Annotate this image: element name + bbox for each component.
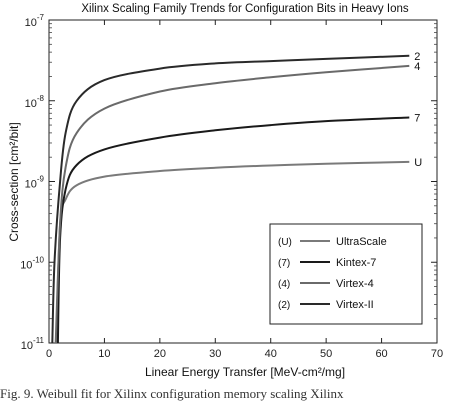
y-tick-label: 10-8	[25, 94, 45, 110]
x-tick-label: 0	[46, 348, 52, 360]
series-end-label: 4	[414, 61, 420, 73]
series-end-label: U	[414, 157, 422, 169]
weibull-chart: Xilinx Scaling Family Trends for Configu…	[7, 3, 443, 379]
legend-code: (2)	[278, 300, 290, 311]
y-tick-exponent: -8	[37, 94, 45, 103]
y-tick-base: 10	[25, 179, 37, 191]
figure-caption: Fig. 9. Weibull fit for Xilinx configura…	[0, 386, 344, 401]
y-tick-exponent: -7	[37, 13, 45, 22]
x-tick-label: 60	[375, 348, 387, 360]
y-tick-exponent: -11	[33, 336, 45, 345]
x-tick-label: 30	[209, 348, 221, 360]
x-tick-label: 20	[154, 348, 166, 360]
x-axis: 0 10 20 30 40 50 60 70	[46, 20, 443, 360]
x-tick-label: 70	[431, 348, 443, 360]
y-tick-label: 10-7	[25, 13, 45, 29]
series-line-2	[51, 54, 410, 344]
legend-label: Virtex-II	[336, 299, 374, 311]
x-tick-label: 50	[320, 348, 332, 360]
y-axis-title: Cross-section [cm²/bit]	[7, 122, 21, 241]
legend-label: Kintex-7	[336, 257, 376, 269]
x-tick-label: 40	[265, 348, 277, 360]
x-tick-label: 10	[98, 348, 110, 360]
legend-label: UltraScale	[336, 236, 387, 248]
series-end-labels: U 7 42	[414, 51, 422, 169]
series-end-label: 2	[414, 51, 420, 63]
y-tick-exponent: -9	[37, 175, 45, 184]
y-tick-exponent: -10	[32, 255, 44, 264]
legend-code: (U)	[278, 237, 292, 248]
y-tick-base: 10	[25, 17, 37, 29]
legend: (U) UltraScale (7) Kintex-7 (4) Virtex-4 (2) Vi…	[269, 223, 423, 325]
legend-box	[269, 223, 423, 325]
series-lines	[51, 54, 410, 344]
legend-code: (7)	[278, 258, 290, 269]
y-tick-label: 10-11	[21, 336, 45, 352]
series-end-label: 7	[414, 113, 420, 125]
y-tick-base: 10	[20, 259, 32, 271]
series-line-4	[54, 64, 410, 344]
legend-label: Virtex-4	[336, 278, 374, 290]
legend-code: (4)	[278, 279, 290, 290]
y-tick-base: 10	[25, 98, 37, 110]
y-tick-label: 10-9	[25, 175, 45, 191]
y-tick-label: 10-10	[20, 255, 44, 271]
x-axis-title: Linear Energy Transfer [MeV-cm²/mg]	[145, 365, 345, 379]
y-tick-base: 10	[21, 340, 33, 352]
chart-title: Xilinx Scaling Family Trends for Configu…	[81, 3, 409, 15]
